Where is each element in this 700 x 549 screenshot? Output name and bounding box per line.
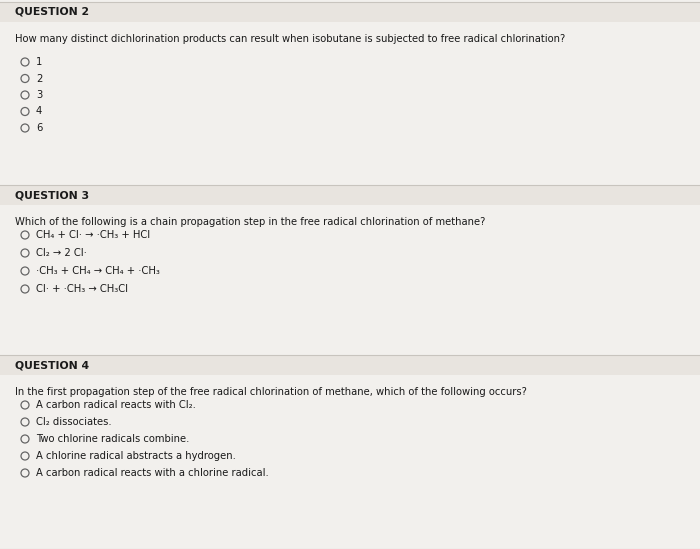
Text: 1: 1: [36, 57, 43, 67]
Text: QUESTION 4: QUESTION 4: [15, 360, 89, 370]
Text: 6: 6: [36, 123, 43, 133]
Text: Cl₂ → 2 Cl·: Cl₂ → 2 Cl·: [36, 248, 87, 258]
Text: Two chlorine radicals combine.: Two chlorine radicals combine.: [36, 434, 190, 444]
Text: ·CH₃ + CH₄ → CH₄ + ·CH₃: ·CH₃ + CH₄ → CH₄ + ·CH₃: [36, 266, 160, 276]
Text: Cl· + ·CH₃ → CH₃Cl: Cl· + ·CH₃ → CH₃Cl: [36, 284, 128, 294]
Text: Which of the following is a chain propagation step in the free radical chlorinat: Which of the following is a chain propag…: [15, 217, 485, 227]
Text: QUESTION 2: QUESTION 2: [15, 7, 89, 17]
Text: Cl₂ dissociates.: Cl₂ dissociates.: [36, 417, 111, 427]
Bar: [0, 355, 700, 375]
Text: A carbon radical reacts with a chlorine radical.: A carbon radical reacts with a chlorine …: [36, 468, 269, 478]
Text: 4: 4: [36, 107, 42, 116]
Bar: [0, 2, 700, 22]
Text: CH₄ + Cl· → ·CH₃ + HCl: CH₄ + Cl· → ·CH₃ + HCl: [36, 230, 150, 240]
Text: 3: 3: [36, 90, 42, 100]
Text: How many distinct dichlorination products can result when isobutane is subjected: How many distinct dichlorination product…: [15, 34, 566, 44]
Text: 2: 2: [36, 74, 43, 83]
Text: A chlorine radical abstracts a hydrogen.: A chlorine radical abstracts a hydrogen.: [36, 451, 236, 461]
Text: In the first propagation step of the free radical chlorination of methane, which: In the first propagation step of the fre…: [15, 387, 527, 397]
Bar: [0, 185, 700, 205]
Text: A carbon radical reacts with Cl₂.: A carbon radical reacts with Cl₂.: [36, 400, 196, 410]
Text: QUESTION 3: QUESTION 3: [15, 190, 89, 200]
